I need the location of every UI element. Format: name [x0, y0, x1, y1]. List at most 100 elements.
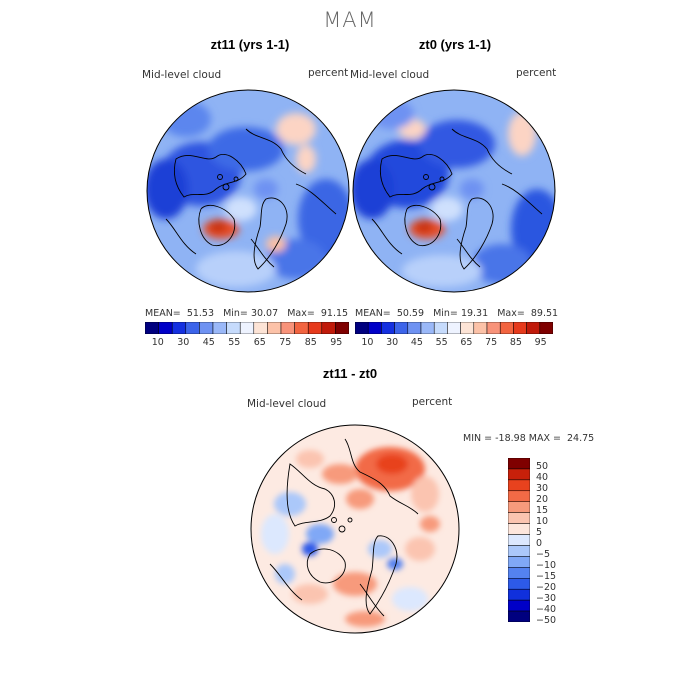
- colorbar-tick-label: 40: [536, 472, 549, 484]
- colorbar-swatch: [226, 322, 241, 334]
- colorbar-swatch: [473, 322, 488, 334]
- colorbar-swatch: [508, 512, 530, 524]
- colorbar-swatch: [499, 322, 514, 334]
- colorbar-swatch: [280, 322, 295, 334]
- colorbar-tick-label: 45: [202, 337, 215, 348]
- panel-2-colorbar-ticks: 10 30 45 55 65 75 85 95: [355, 337, 553, 351]
- colorbar-tick-label: −50: [536, 614, 557, 626]
- panel-1-variable-label: Mid-level cloud: [142, 69, 222, 81]
- colorbar-swatch: [508, 610, 530, 622]
- panel-1-mean: 51.53: [186, 308, 215, 319]
- diff-polar-map: [250, 424, 460, 634]
- diff-stats: MIN = -18.98 MAX = 24.75: [463, 433, 594, 444]
- colorbar-tick-label: 65: [460, 337, 473, 348]
- figure-title: MAM: [323, 8, 377, 32]
- colorbar-swatch: [307, 322, 323, 334]
- colorbar-tick-label: −15: [536, 570, 557, 582]
- colorbar-tick-label: 5: [536, 527, 543, 539]
- colorbar-tick-label: −5: [536, 548, 551, 560]
- colorbar-swatch: [508, 468, 530, 481]
- panel-2-polar-map: [352, 89, 556, 293]
- panel-2-mean-label: MEAN=: [355, 308, 391, 319]
- colorbar-tick-label: 75: [279, 337, 292, 348]
- panel-2-variable-label: Mid-level cloud: [350, 69, 430, 81]
- colorbar-swatch: [508, 556, 530, 568]
- colorbar-swatch: [508, 490, 530, 502]
- colorbar-tick-label: 30: [386, 337, 399, 348]
- panel-2-units-label: percent: [516, 67, 557, 79]
- colorbar-swatch: [508, 578, 530, 590]
- colorbar-swatch: [212, 322, 227, 334]
- colorbar-swatch: [508, 599, 530, 612]
- colorbar-tick-label: 10: [361, 337, 374, 348]
- colorbar-swatch: [355, 322, 369, 334]
- colorbar-swatch: [171, 322, 187, 334]
- colorbar-tick-label: 75: [485, 337, 498, 348]
- diff-units-label: percent: [412, 396, 453, 408]
- colorbar-swatch: [381, 322, 395, 334]
- colorbar-swatch: [526, 322, 541, 334]
- panel-2-min-label: Min=: [433, 308, 458, 319]
- colorbar-tick-label: 50: [536, 461, 549, 473]
- colorbar-tick-label: 95: [534, 337, 547, 348]
- panel-2-colorbar: [355, 322, 553, 334]
- colorbar-tick-label: 10: [151, 337, 164, 348]
- colorbar-tick-label: 10: [536, 516, 549, 528]
- colorbar-swatch: [267, 322, 282, 334]
- colorbar-tick-label: −30: [536, 592, 557, 604]
- panel-1-mean-label: MEAN=: [145, 308, 181, 319]
- panel-1-max: 91.15: [320, 308, 349, 319]
- colorbar-swatch: [335, 322, 349, 334]
- panel-2-stats: MEAN= 50.59 Min= 19.31 Max= 89.51: [355, 308, 558, 319]
- colorbar-tick-label: 65: [253, 337, 266, 348]
- colorbar-tick-label: 85: [304, 337, 317, 348]
- panel-1-min: 30.07: [250, 308, 279, 319]
- colorbar-swatch: [508, 523, 530, 535]
- colorbar-swatch: [420, 322, 435, 334]
- colorbar-swatch: [508, 534, 530, 546]
- colorbar-swatch: [539, 322, 553, 334]
- colorbar-tick-label: 30: [536, 483, 549, 495]
- colorbar-swatch: [158, 322, 173, 334]
- colorbar-swatch: [508, 479, 530, 492]
- colorbar-swatch: [508, 545, 530, 557]
- panel-1-title: zt11 (yrs 1-1): [210, 37, 290, 52]
- panel-1-stats: MEAN= 51.53 Min= 30.07 Max= 91.15: [145, 308, 348, 319]
- colorbar-swatch: [199, 322, 214, 334]
- panel-2-title: zt0 (yrs 1-1): [418, 37, 492, 52]
- colorbar-tick-label: 55: [435, 337, 448, 348]
- colorbar-tick-label: 0: [536, 538, 543, 549]
- diff-colorbar-ticks: 50 40 30 20 15 10 5 0 −5 −10 −15 −20 −30 −40 −50: [536, 458, 576, 625]
- colorbar-tick-label: 55: [228, 337, 241, 348]
- colorbar-tick-label: −40: [536, 603, 557, 615]
- colorbar-swatch: [394, 322, 409, 334]
- colorbar-tick-label: 95: [330, 337, 343, 348]
- colorbar-swatch: [433, 322, 448, 334]
- diff-colorbar: [508, 458, 530, 622]
- colorbar-swatch: [407, 322, 422, 334]
- panel-1-polar-map: [146, 89, 350, 293]
- colorbar-swatch: [508, 567, 530, 579]
- colorbar-swatch: [508, 501, 530, 513]
- colorbar-swatch: [486, 322, 501, 334]
- panel-1-colorbar-ticks: 10 30 45 55 65 75 85 95: [145, 337, 349, 351]
- colorbar-tick-label: −20: [536, 581, 557, 593]
- panel-1-min-label: Min=: [223, 308, 248, 319]
- diff-max-label: MAX =: [528, 433, 561, 444]
- colorbar-swatch: [513, 322, 527, 334]
- diff-variable-label: Mid-level cloud: [247, 398, 327, 410]
- panel-2-max-label: Max=: [497, 308, 525, 319]
- colorbar-swatch: [447, 322, 461, 334]
- colorbar-swatch: [185, 322, 200, 334]
- colorbar-swatch: [145, 322, 159, 334]
- diff-max: 24.75: [567, 433, 595, 444]
- colorbar-swatch: [239, 322, 255, 334]
- diff-min-label: MIN =: [463, 433, 493, 444]
- colorbar-swatch: [253, 322, 268, 334]
- colorbar-tick-label: 85: [509, 337, 522, 348]
- panel-1-max-label: Max=: [287, 308, 315, 319]
- colorbar-swatch: [321, 322, 336, 334]
- colorbar-tick-label: −10: [536, 559, 557, 571]
- diff-panel-title: zt11 - zt0: [322, 366, 378, 381]
- colorbar-swatch: [294, 322, 309, 334]
